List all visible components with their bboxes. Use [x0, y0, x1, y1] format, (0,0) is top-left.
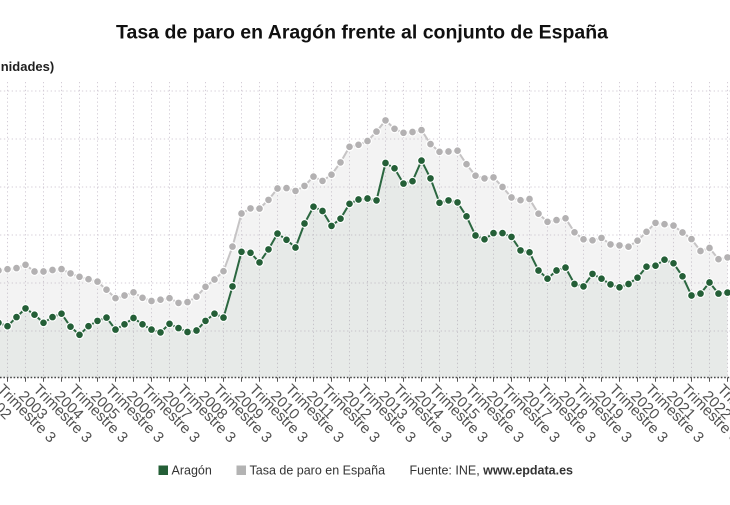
svg-text:Aragón: Aragón: [172, 464, 212, 478]
svg-text:Tasa de paro en España: Tasa de paro en España: [250, 464, 386, 478]
svg-text:Tasa de paro en Aragón frente: Tasa de paro en Aragón frente al conjunt…: [116, 22, 608, 44]
svg-text:(Unidades): (Unidades): [0, 59, 54, 74]
svg-text:Fuente: INE, www.epdata.es: Fuente: INE, www.epdata.es: [410, 464, 574, 478]
